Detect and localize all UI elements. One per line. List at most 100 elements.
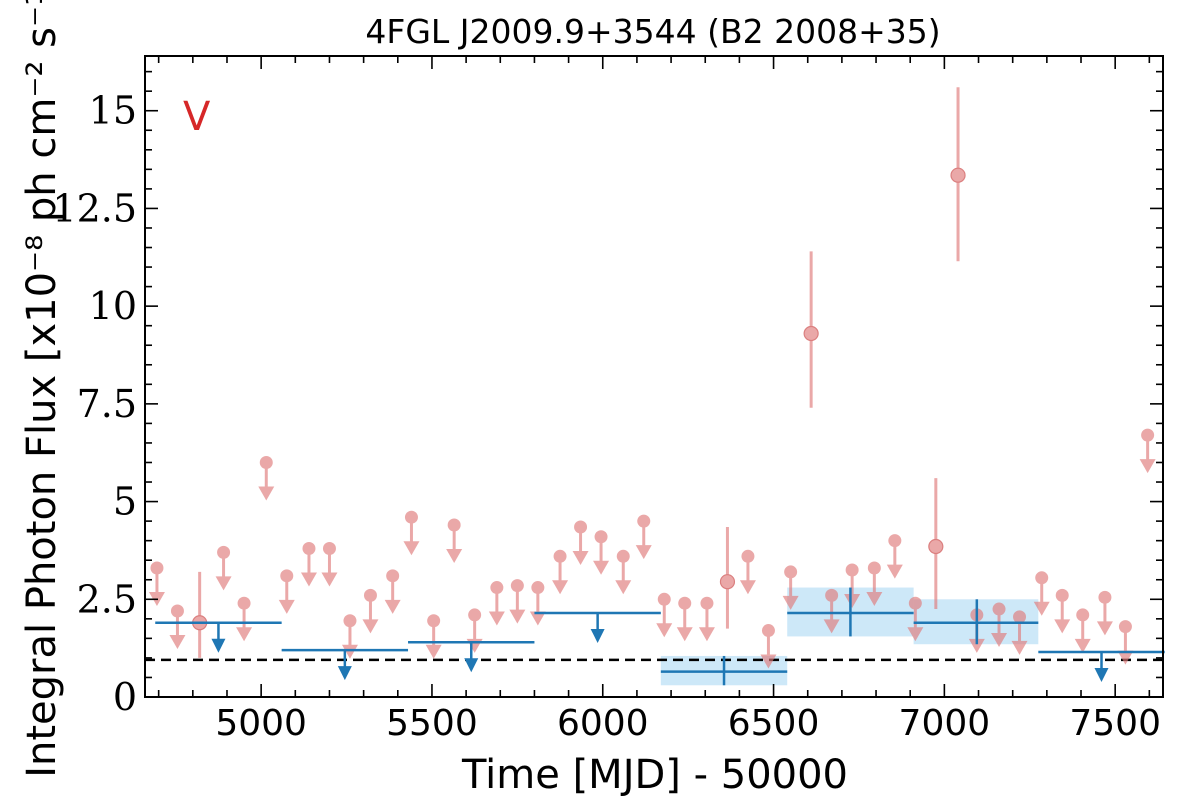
detection-point <box>719 574 736 590</box>
long-bin-arrowhead <box>337 666 352 681</box>
short-bin-upper-limit <box>446 518 463 564</box>
short-bin-upper-limit <box>760 624 777 669</box>
short-bin-upper-limit <box>362 588 379 634</box>
short-bin-detection <box>192 571 208 658</box>
short-bin-upper-limit <box>278 569 295 614</box>
y-axis-label: Integral Photon Flux [x10⁻⁸ ph cm⁻² s⁻¹] <box>19 0 65 778</box>
upper-limit-arrowhead <box>782 595 799 610</box>
short-bin-point <box>386 569 400 583</box>
upper-limit-arrowhead <box>215 576 232 591</box>
detection-point <box>950 167 966 183</box>
upper-limit-arrowhead <box>968 638 985 653</box>
short-bin-upper-limit <box>552 549 569 595</box>
long-bin-arrowhead <box>464 658 479 673</box>
upper-limit-arrowhead <box>466 638 483 653</box>
upper-limit-arrowhead <box>991 633 1008 648</box>
short-bin-point <box>1055 588 1069 602</box>
short-bin-upper-limit <box>1054 588 1071 634</box>
short-bin-upper-limit <box>676 596 693 642</box>
detection-point <box>928 538 944 555</box>
upper-limit-arrowhead <box>1033 601 1050 616</box>
short-bin-upper-limit <box>466 608 483 653</box>
short-bin-upper-limit <box>823 588 840 634</box>
upper-limit-arrowhead <box>1011 640 1028 655</box>
short-bin-upper-limit <box>300 541 317 587</box>
short-bin-upper-limit <box>425 614 442 659</box>
short-bin-upper-limit <box>236 596 253 642</box>
upper-limit-arrowhead <box>278 599 295 614</box>
upper-limit-arrowhead <box>341 644 358 659</box>
short-bin-detection <box>928 478 944 610</box>
upper-limit-arrowhead <box>760 654 777 669</box>
short-bin-upper-limit <box>258 455 275 501</box>
short-bin-upper-limit <box>509 579 526 624</box>
short-bin-point <box>784 565 798 579</box>
short-bin-upper-limit <box>782 565 799 610</box>
upper-limit-arrowhead <box>1096 621 1113 636</box>
upper-limit-arrowhead <box>1117 650 1134 665</box>
upper-limit-arrowhead <box>321 572 338 587</box>
long-bin-arrowhead <box>1094 668 1109 683</box>
x-tick-label: 7500 <box>1069 703 1161 744</box>
short-bin-detection <box>719 526 736 629</box>
short-bin-upper-limit <box>886 534 903 579</box>
upper-limit-arrowhead <box>258 486 275 501</box>
short-bin-point <box>468 608 482 622</box>
long-bin-arrowhead <box>590 628 605 643</box>
upper-limit-arrowhead <box>886 564 903 579</box>
short-bin-point <box>510 579 524 593</box>
short-bin-upper-limit <box>572 520 589 565</box>
short-bin-point <box>678 596 692 610</box>
upper-limit-arrowhead <box>384 599 401 614</box>
upper-limit-arrowhead <box>739 580 756 595</box>
short-bin-upper-limit <box>844 563 861 608</box>
short-bin-point <box>574 520 588 534</box>
y-tick-label: 15 <box>89 89 137 133</box>
short-bin-point <box>1013 610 1027 624</box>
short-bin-upper-limit <box>169 604 186 650</box>
upper-limit-arrowhead <box>425 644 442 659</box>
short-bin-upper-limit <box>1074 608 1091 653</box>
upper-limit-arrowhead <box>488 611 505 626</box>
axes-frame <box>144 55 1164 698</box>
short-bin-upper-limit <box>615 549 632 595</box>
y-tick-label: 10 <box>89 284 137 328</box>
short-bin-upper-limit <box>866 561 883 607</box>
short-bin-point <box>553 549 567 563</box>
upper-limit-arrowhead <box>446 549 463 564</box>
short-bin-point <box>867 561 881 575</box>
upper-limit-arrowhead <box>300 572 317 587</box>
plot-area: 5000 5500 6000 6500 7000 7500 0 2.5 5 7.5 10 12.5 15… <box>52 55 1165 744</box>
short-bin-point <box>427 614 441 628</box>
y-tick-label: 12.5 <box>52 186 137 230</box>
upper-limit-arrowhead <box>509 609 526 624</box>
short-bin-point <box>825 588 839 602</box>
upper-limit-arrowhead <box>676 627 693 642</box>
x-axis-label: Time [MJD] - 50000 <box>461 752 848 798</box>
long-bin-arrowhead <box>211 638 226 653</box>
short-bin-point <box>1118 620 1132 634</box>
chart-title: 4FGL J2009.9+3544 (B2 2008+35) <box>365 12 940 51</box>
short-bin-upper-limit <box>1139 428 1156 474</box>
short-bin-point <box>700 596 714 610</box>
upper-limit-arrowhead <box>362 619 379 634</box>
upper-limit-arrowhead <box>823 619 840 634</box>
corner-label: V <box>183 94 211 140</box>
short-bin-upper-limit <box>739 549 756 595</box>
short-bin-point <box>616 549 630 563</box>
short-bin-point <box>217 545 231 559</box>
short-bin-upper-limit <box>488 581 505 626</box>
y-tick-label: 7.5 <box>77 382 137 426</box>
y-tick-label: 0 <box>113 675 137 719</box>
short-bin-point <box>657 592 671 606</box>
short-bin-upper-limit <box>698 596 715 642</box>
short-bin-point <box>761 624 775 638</box>
upper-limit-arrowhead <box>236 627 253 642</box>
short-bin-point <box>302 541 316 555</box>
short-bin-upper-limit <box>529 581 546 626</box>
short-bin-point <box>404 510 418 524</box>
short-bin-point <box>343 614 357 628</box>
short-bin-point <box>741 549 755 563</box>
short-bin-point <box>259 455 273 469</box>
x-tick-label: 5500 <box>386 703 478 744</box>
